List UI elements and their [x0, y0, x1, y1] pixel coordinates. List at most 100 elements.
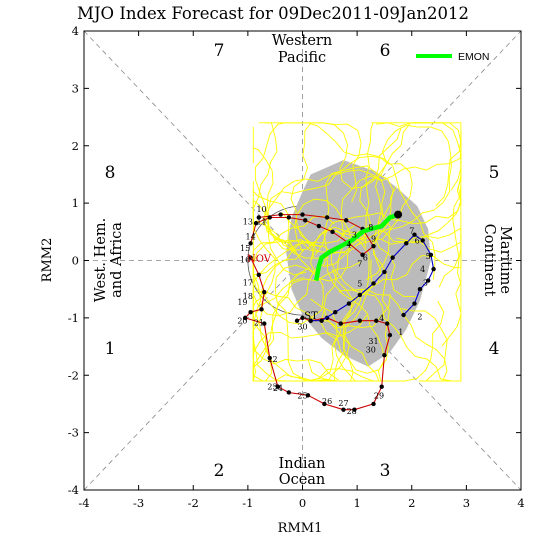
series-point-observed-past — [256, 272, 261, 278]
series-point-observed-recent — [431, 266, 436, 272]
phase-number-3: 3 — [380, 461, 391, 481]
point-label: 27 — [338, 399, 348, 408]
phase-number-4: 4 — [489, 339, 500, 359]
series-point-observed-recent — [412, 301, 417, 306]
ensemble-member-line — [331, 186, 397, 374]
chart-title: MJO Index Forecast for 09Dec2011-09Jan20… — [77, 4, 469, 23]
series-point-observed-past — [338, 321, 343, 326]
phase-number-7: 7 — [214, 41, 225, 61]
series-point-observed-past — [379, 384, 384, 389]
series-point-observed-past — [371, 401, 376, 407]
point-label: 28 — [347, 407, 357, 416]
y-tick-label: 4 — [72, 24, 79, 38]
point-label: 7 — [409, 227, 414, 236]
point-label: 31 — [368, 337, 378, 346]
series-point-observed-recent — [428, 252, 434, 257]
legend: EMON — [416, 51, 490, 63]
series-point-observed-early — [303, 218, 308, 223]
point-label: 11 — [256, 217, 266, 226]
series-line-observed-early — [250, 214, 374, 256]
point-label: 15 — [240, 244, 250, 253]
region-label-western: Western — [272, 33, 332, 49]
y-tick-label: 3 — [72, 81, 79, 95]
series-point-observed-past — [267, 355, 272, 361]
series-point-observed-recent — [404, 241, 409, 246]
series-point-observed-early — [256, 215, 261, 220]
series-point-observed-past — [262, 289, 267, 295]
point-label: 4 — [346, 240, 351, 249]
series-point-observed-early — [300, 212, 305, 217]
series-point-observed-early — [286, 215, 292, 220]
point-label: 18 — [243, 292, 253, 301]
series-lines — [242, 210, 436, 412]
phase-number-2: 2 — [214, 461, 225, 481]
series-point-observed-early — [267, 215, 272, 220]
region-label-continent: Continent — [481, 224, 497, 297]
ensemble-member-line — [359, 124, 452, 248]
x-tick-label: 4 — [517, 496, 524, 510]
legend-label-emon: EMON — [458, 51, 490, 63]
series-point-observed-recent — [425, 278, 431, 283]
point-label: 9 — [371, 235, 376, 244]
point-label: 14 — [246, 232, 256, 241]
series-point-observed-past — [242, 315, 248, 321]
series-point-observed-recent — [412, 232, 417, 237]
point-label: 5 — [357, 279, 362, 288]
phase-number-6: 6 — [380, 41, 391, 61]
series-point-observed-past — [352, 407, 357, 412]
point-label: 30 — [366, 345, 376, 354]
start-marker: ST — [304, 311, 318, 322]
x-tick-label: -3 — [133, 496, 144, 510]
x-tick-label: 0 — [299, 496, 306, 510]
y-tick-label: -2 — [68, 368, 79, 382]
phase-number-5: 5 — [489, 163, 500, 183]
ensemble-member-line — [258, 122, 413, 241]
point-label: 4 — [379, 314, 384, 323]
ensemble-member-line — [352, 233, 462, 347]
series-point-observed-early — [360, 252, 365, 257]
series-point-observed-past — [248, 309, 253, 315]
point-label: 5 — [426, 252, 431, 261]
point-label: 21 — [254, 318, 264, 327]
series-point-observed-past — [374, 318, 379, 323]
x-tick-label: -2 — [188, 496, 199, 510]
ensemble-member-line — [323, 165, 416, 298]
y-tick-label: -3 — [68, 426, 79, 440]
ensemble-member-line — [252, 188, 366, 251]
point-label: 10 — [256, 205, 266, 214]
series-point-observed-past — [322, 401, 327, 407]
region-label-and-africa: and Africa — [109, 222, 125, 298]
series-point-observed-recent — [417, 286, 423, 292]
point-label: 29 — [374, 391, 384, 400]
point-label: 23 — [267, 383, 277, 392]
point-label: 6 — [415, 236, 420, 245]
phase-number-1: 1 — [105, 339, 116, 359]
ensemble-mean-end-point — [394, 210, 403, 219]
series-point-observed-early — [371, 243, 376, 249]
series-point-observed-past — [275, 384, 281, 389]
ensemble-member-line — [336, 230, 461, 382]
series-point-observed-past — [259, 307, 264, 312]
series-point-observed-recent — [390, 255, 395, 260]
series-point-observed-recent — [382, 269, 387, 275]
ensemble-member-line — [252, 260, 354, 382]
ensemble-member-line — [252, 298, 368, 382]
series-point-observed-recent — [357, 292, 363, 298]
series-point-observed-past — [300, 315, 305, 321]
series-point-observed-early — [316, 223, 322, 229]
ensemble-member-line — [252, 291, 391, 382]
series-point-observed-early — [344, 218, 349, 223]
series-point-observed-early — [278, 212, 283, 217]
x-tick-label: 3 — [463, 496, 470, 510]
point-label: 3 — [352, 231, 357, 240]
point-label: 17 — [243, 278, 253, 287]
y-tick-label: 0 — [72, 254, 79, 268]
x-tick-label: -4 — [78, 496, 89, 510]
region-label-ocean: Ocean — [279, 472, 326, 488]
y-tick-label: 2 — [72, 139, 79, 153]
month-marker-nov: NOV — [247, 254, 272, 265]
y-tick-label: -1 — [68, 311, 79, 325]
point-label: 24 — [273, 384, 283, 393]
series-point-observed-past — [387, 332, 393, 338]
